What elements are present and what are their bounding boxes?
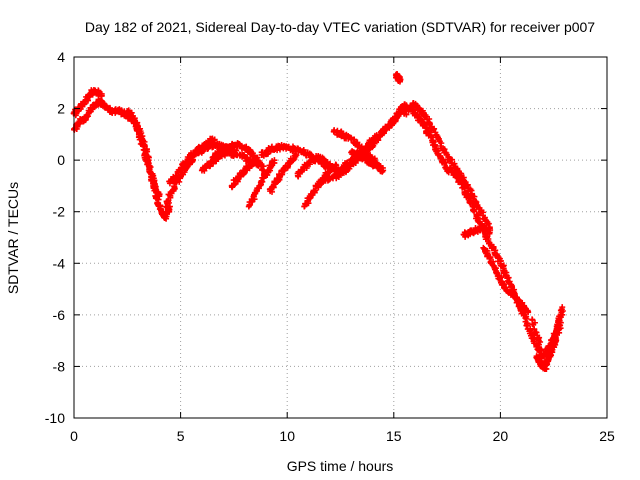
data-point — [98, 92, 105, 99]
data-point — [471, 208, 478, 215]
x-tick-label: 25 — [599, 428, 615, 444]
series-arc-4 — [166, 135, 218, 187]
x-tick-label: 5 — [177, 428, 185, 444]
x-tick-label: 10 — [279, 428, 295, 444]
plot-frame — [73, 56, 608, 419]
data-point — [230, 151, 237, 158]
y-tick-label: -10 — [45, 410, 65, 426]
series-arc-early-2 — [124, 107, 163, 200]
series-arc-11 — [294, 152, 334, 180]
data-point — [270, 182, 277, 189]
data-point — [525, 309, 532, 316]
data-point — [547, 351, 554, 358]
data-point — [403, 111, 410, 118]
data-point — [397, 77, 404, 84]
data-point — [380, 167, 387, 174]
data-point — [156, 193, 163, 200]
data-point — [559, 304, 566, 311]
chart-title: Day 182 of 2021, Sidereal Day-to-day VTE… — [85, 19, 595, 35]
x-tick-label: 0 — [70, 428, 78, 444]
grid — [74, 57, 607, 418]
data-point — [271, 157, 278, 164]
series-arc-19 — [401, 100, 493, 232]
series-layer — [70, 71, 566, 373]
data-point — [125, 108, 132, 115]
series-arc-16 — [348, 148, 387, 175]
ticks: 0 5 10 15 20 25 -10 -8 -6 -4 -2 0 2 4 — [45, 49, 615, 444]
y-tick-label: 0 — [57, 152, 65, 168]
y-tick-label: -8 — [53, 358, 66, 374]
data-point — [298, 168, 305, 175]
data-point — [542, 349, 549, 356]
data-point — [426, 119, 433, 126]
data-point — [335, 174, 342, 181]
y-tick-label: -2 — [53, 204, 66, 220]
data-point — [267, 162, 274, 169]
data-point — [543, 361, 550, 368]
y-tick-label: -6 — [53, 307, 66, 323]
y-tick-label: 2 — [57, 101, 65, 117]
series-arc-23 — [533, 304, 566, 373]
data-point — [538, 347, 545, 354]
data-point — [84, 113, 91, 120]
x-axis-label: GPS time / hours — [287, 458, 394, 474]
data-point — [333, 162, 340, 169]
series-arc-10 — [266, 151, 300, 195]
data-point — [231, 181, 238, 188]
series-arc-17 — [392, 71, 404, 85]
data-point — [292, 151, 299, 158]
data-point — [254, 154, 261, 161]
data-point — [211, 136, 218, 143]
data-point — [532, 329, 539, 336]
data-point — [420, 122, 427, 129]
series-arc-21 — [480, 244, 532, 316]
data-point — [486, 229, 493, 236]
series-arc-20 — [460, 222, 494, 240]
data-point — [535, 341, 542, 348]
data-point — [485, 220, 492, 227]
y-tick-label: -4 — [53, 255, 66, 271]
y-tick-label: 4 — [57, 49, 65, 65]
x-tick-label: 15 — [386, 428, 402, 444]
series-arc-7 — [228, 154, 261, 191]
series-arc-8 — [245, 157, 278, 210]
series-arc-14 — [333, 105, 408, 182]
data-point — [515, 297, 522, 304]
data-point — [530, 321, 537, 328]
series-arc-6 — [198, 147, 237, 174]
x-tick-label: 20 — [493, 428, 509, 444]
series-arc-main-1b — [70, 87, 105, 119]
y-axis-label: SDTVAR / TECUs — [5, 182, 21, 294]
series-arc-main-1 — [71, 96, 173, 222]
data-point — [464, 182, 471, 189]
data-point — [173, 173, 180, 180]
